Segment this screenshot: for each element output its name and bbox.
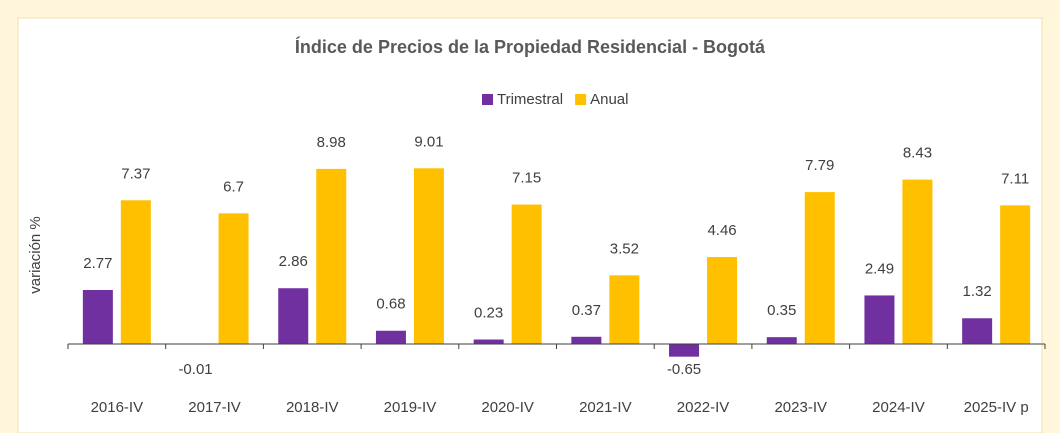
x-tick-label: 2022-IV	[677, 399, 730, 416]
legend-label: Anual	[590, 91, 628, 108]
data-label: 8.43	[903, 145, 932, 162]
x-tick-label: 2023-IV	[774, 399, 827, 416]
bar	[962, 318, 993, 344]
y-axis-label: variación %	[27, 216, 44, 294]
bar	[413, 168, 444, 344]
x-tick-label: 2021-IV	[579, 399, 632, 416]
data-label: -0.65	[667, 361, 701, 378]
bar	[278, 288, 309, 344]
legend-swatch	[575, 94, 587, 105]
data-label: 1.32	[963, 283, 992, 300]
bar	[669, 344, 700, 357]
legend-label: Trimestral	[497, 91, 563, 108]
x-tick-label: 2025-IV p	[964, 399, 1029, 416]
bar	[1000, 205, 1031, 344]
data-label: 8.98	[317, 134, 346, 151]
x-tick-label: 2024-IV	[872, 399, 925, 416]
bar	[609, 275, 640, 344]
bar	[864, 295, 895, 344]
data-label: 0.68	[376, 296, 405, 313]
bar	[571, 336, 602, 344]
bar	[766, 337, 797, 344]
x-tick-label: 2020-IV	[481, 399, 534, 416]
data-label: 0.37	[572, 302, 601, 319]
x-tick-label: 2016-IV	[91, 399, 144, 416]
bar	[375, 330, 406, 344]
data-label: 4.46	[707, 222, 736, 239]
data-label: 7.79	[805, 157, 834, 174]
data-label: 3.52	[610, 240, 639, 257]
data-label: 0.23	[474, 304, 503, 321]
bar	[804, 192, 835, 344]
data-label: 2.77	[83, 255, 112, 272]
bar	[82, 289, 113, 344]
bar	[902, 179, 933, 344]
bar	[120, 200, 151, 344]
data-label: 2.86	[279, 253, 308, 270]
data-label: -0.01	[178, 361, 212, 378]
bar	[707, 257, 738, 344]
bar	[473, 339, 504, 344]
data-label: 7.15	[512, 170, 541, 187]
legend-swatch	[482, 94, 493, 105]
data-label: 9.01	[414, 133, 443, 150]
chart-title: Índice de Precios de la Propiedad Reside…	[295, 36, 766, 57]
x-tick-label: 2018-IV	[286, 399, 339, 416]
data-label: 7.37	[121, 165, 150, 182]
data-label: 6.7	[223, 178, 244, 195]
data-label: 2.49	[865, 260, 894, 277]
x-tick-label: 2017-IV	[188, 399, 241, 416]
x-tick-label: 2019-IV	[384, 399, 437, 416]
data-label: 0.35	[767, 302, 796, 319]
data-label: 7.11	[1001, 170, 1029, 187]
bar	[316, 168, 347, 344]
bar	[218, 213, 249, 344]
bar	[511, 204, 542, 344]
